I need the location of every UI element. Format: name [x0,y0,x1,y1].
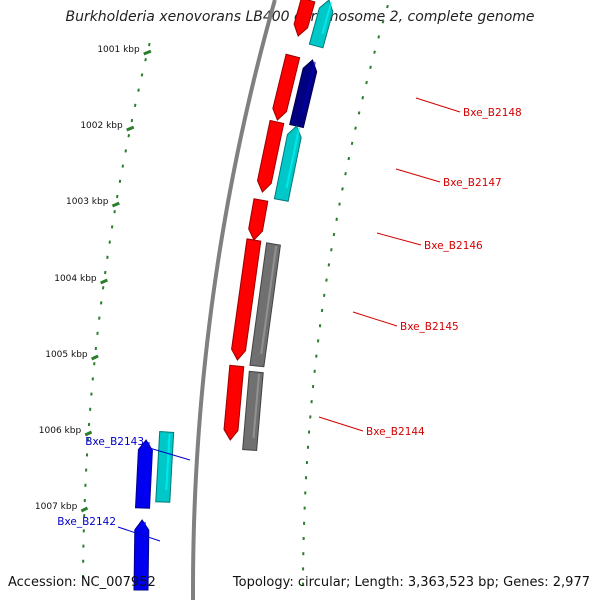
chromosome-backbone [190,0,277,600]
scale-tick-label: 1002 kbp [80,121,123,131]
gene-label-callout [395,168,441,183]
gene-label-callout [145,446,191,461]
gene-block[interactable] [155,430,175,503]
gene-block[interactable] [249,242,281,368]
scale-minor-ticks [82,42,151,579]
gene-block[interactable] [242,370,264,451]
gene-arrow[interactable] [272,53,301,121]
scale-tick-label: 1003 kbp [66,197,109,207]
gene-label-bxe_b2147[interactable]: Bxe_B2147 [443,177,502,189]
gene-arrow[interactable] [256,119,285,193]
gene-label-bxe_b2142[interactable]: Bxe_B2142 [57,516,116,528]
gene-arrow[interactable] [293,0,316,37]
scale-major-tick [143,49,152,56]
gene-arrow[interactable] [308,0,334,49]
gene-arrow[interactable] [273,125,302,202]
scale-major-tick [126,125,135,132]
gene-arrow[interactable] [223,364,245,441]
scale-major-tick [111,201,120,208]
gene-label-bxe_b2146[interactable]: Bxe_B2146 [424,240,483,252]
scale-major-tick [100,278,108,285]
gene-label-callout [318,416,364,432]
scale-tick-label: 1007 kbp [35,502,78,512]
gene-arrow[interactable] [133,519,150,591]
gene-label-callout [117,526,161,542]
accession-text: Accession: NC_007952 [8,575,156,590]
gene-label-bxe_b2144[interactable]: Bxe_B2144 [366,426,425,438]
gene-label-bxe_b2145[interactable]: Bxe_B2145 [400,321,459,333]
scale-major-tick [84,430,93,437]
scale-tick-label: 1004 kbp [54,274,97,284]
gene-arrow[interactable] [134,439,153,509]
gene-label-bxe_b2143[interactable]: Bxe_B2143 [85,436,144,448]
scale-major-tick [91,354,99,361]
gene-arrow[interactable] [231,238,262,361]
gene-label-bxe_b2148[interactable]: Bxe_B2148 [463,107,522,119]
scale-tick-label: 1001 kbp [97,45,140,55]
inner-track-ticks [302,4,389,586]
scale-major-tick [80,506,89,513]
gene-label-callout [376,232,422,246]
scale-tick-label: 1006 kbp [39,426,82,436]
scale-tick-label: 1005 kbp [45,350,88,360]
gene-arrow[interactable] [248,198,269,241]
gene-label-callout [415,97,461,113]
gene-label-callout [352,311,398,327]
topology-summary: Topology: circular; Length: 3,363,523 bp… [232,575,590,590]
